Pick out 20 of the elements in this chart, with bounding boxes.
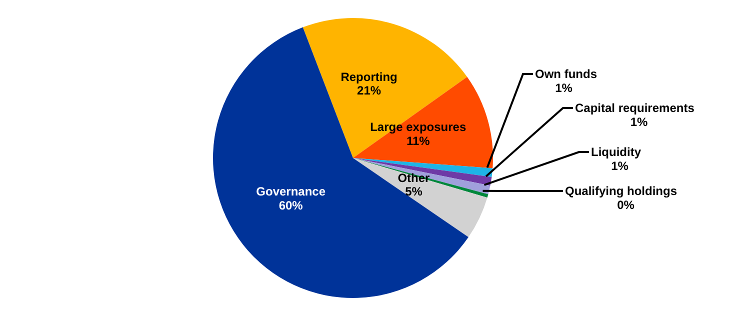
slice-label: Liquidity	[591, 145, 642, 159]
pie-slice	[353, 158, 492, 186]
data-label: 11%	[406, 134, 430, 148]
data-label: 0%	[617, 198, 635, 212]
slice-label: Governance	[256, 184, 326, 199]
pie-slice	[353, 158, 488, 238]
slice-label: Qualifying holdings	[565, 184, 678, 198]
slice-label: Large exposures	[370, 120, 466, 134]
data-label: 5%	[405, 184, 423, 199]
data-label: 1%	[611, 159, 629, 173]
slice-label: Reporting	[340, 70, 398, 84]
pie-slice	[302, 18, 468, 158]
pie-slice	[213, 27, 468, 298]
data-label: 60%	[278, 198, 304, 212]
data-label: 1%	[555, 81, 573, 95]
slice-label: Other	[398, 170, 430, 185]
slice-label: Capital requirements	[575, 101, 695, 115]
slice-label: Own funds	[535, 67, 598, 81]
data-label: 1%	[630, 115, 648, 129]
data-label: 21%	[357, 84, 382, 98]
